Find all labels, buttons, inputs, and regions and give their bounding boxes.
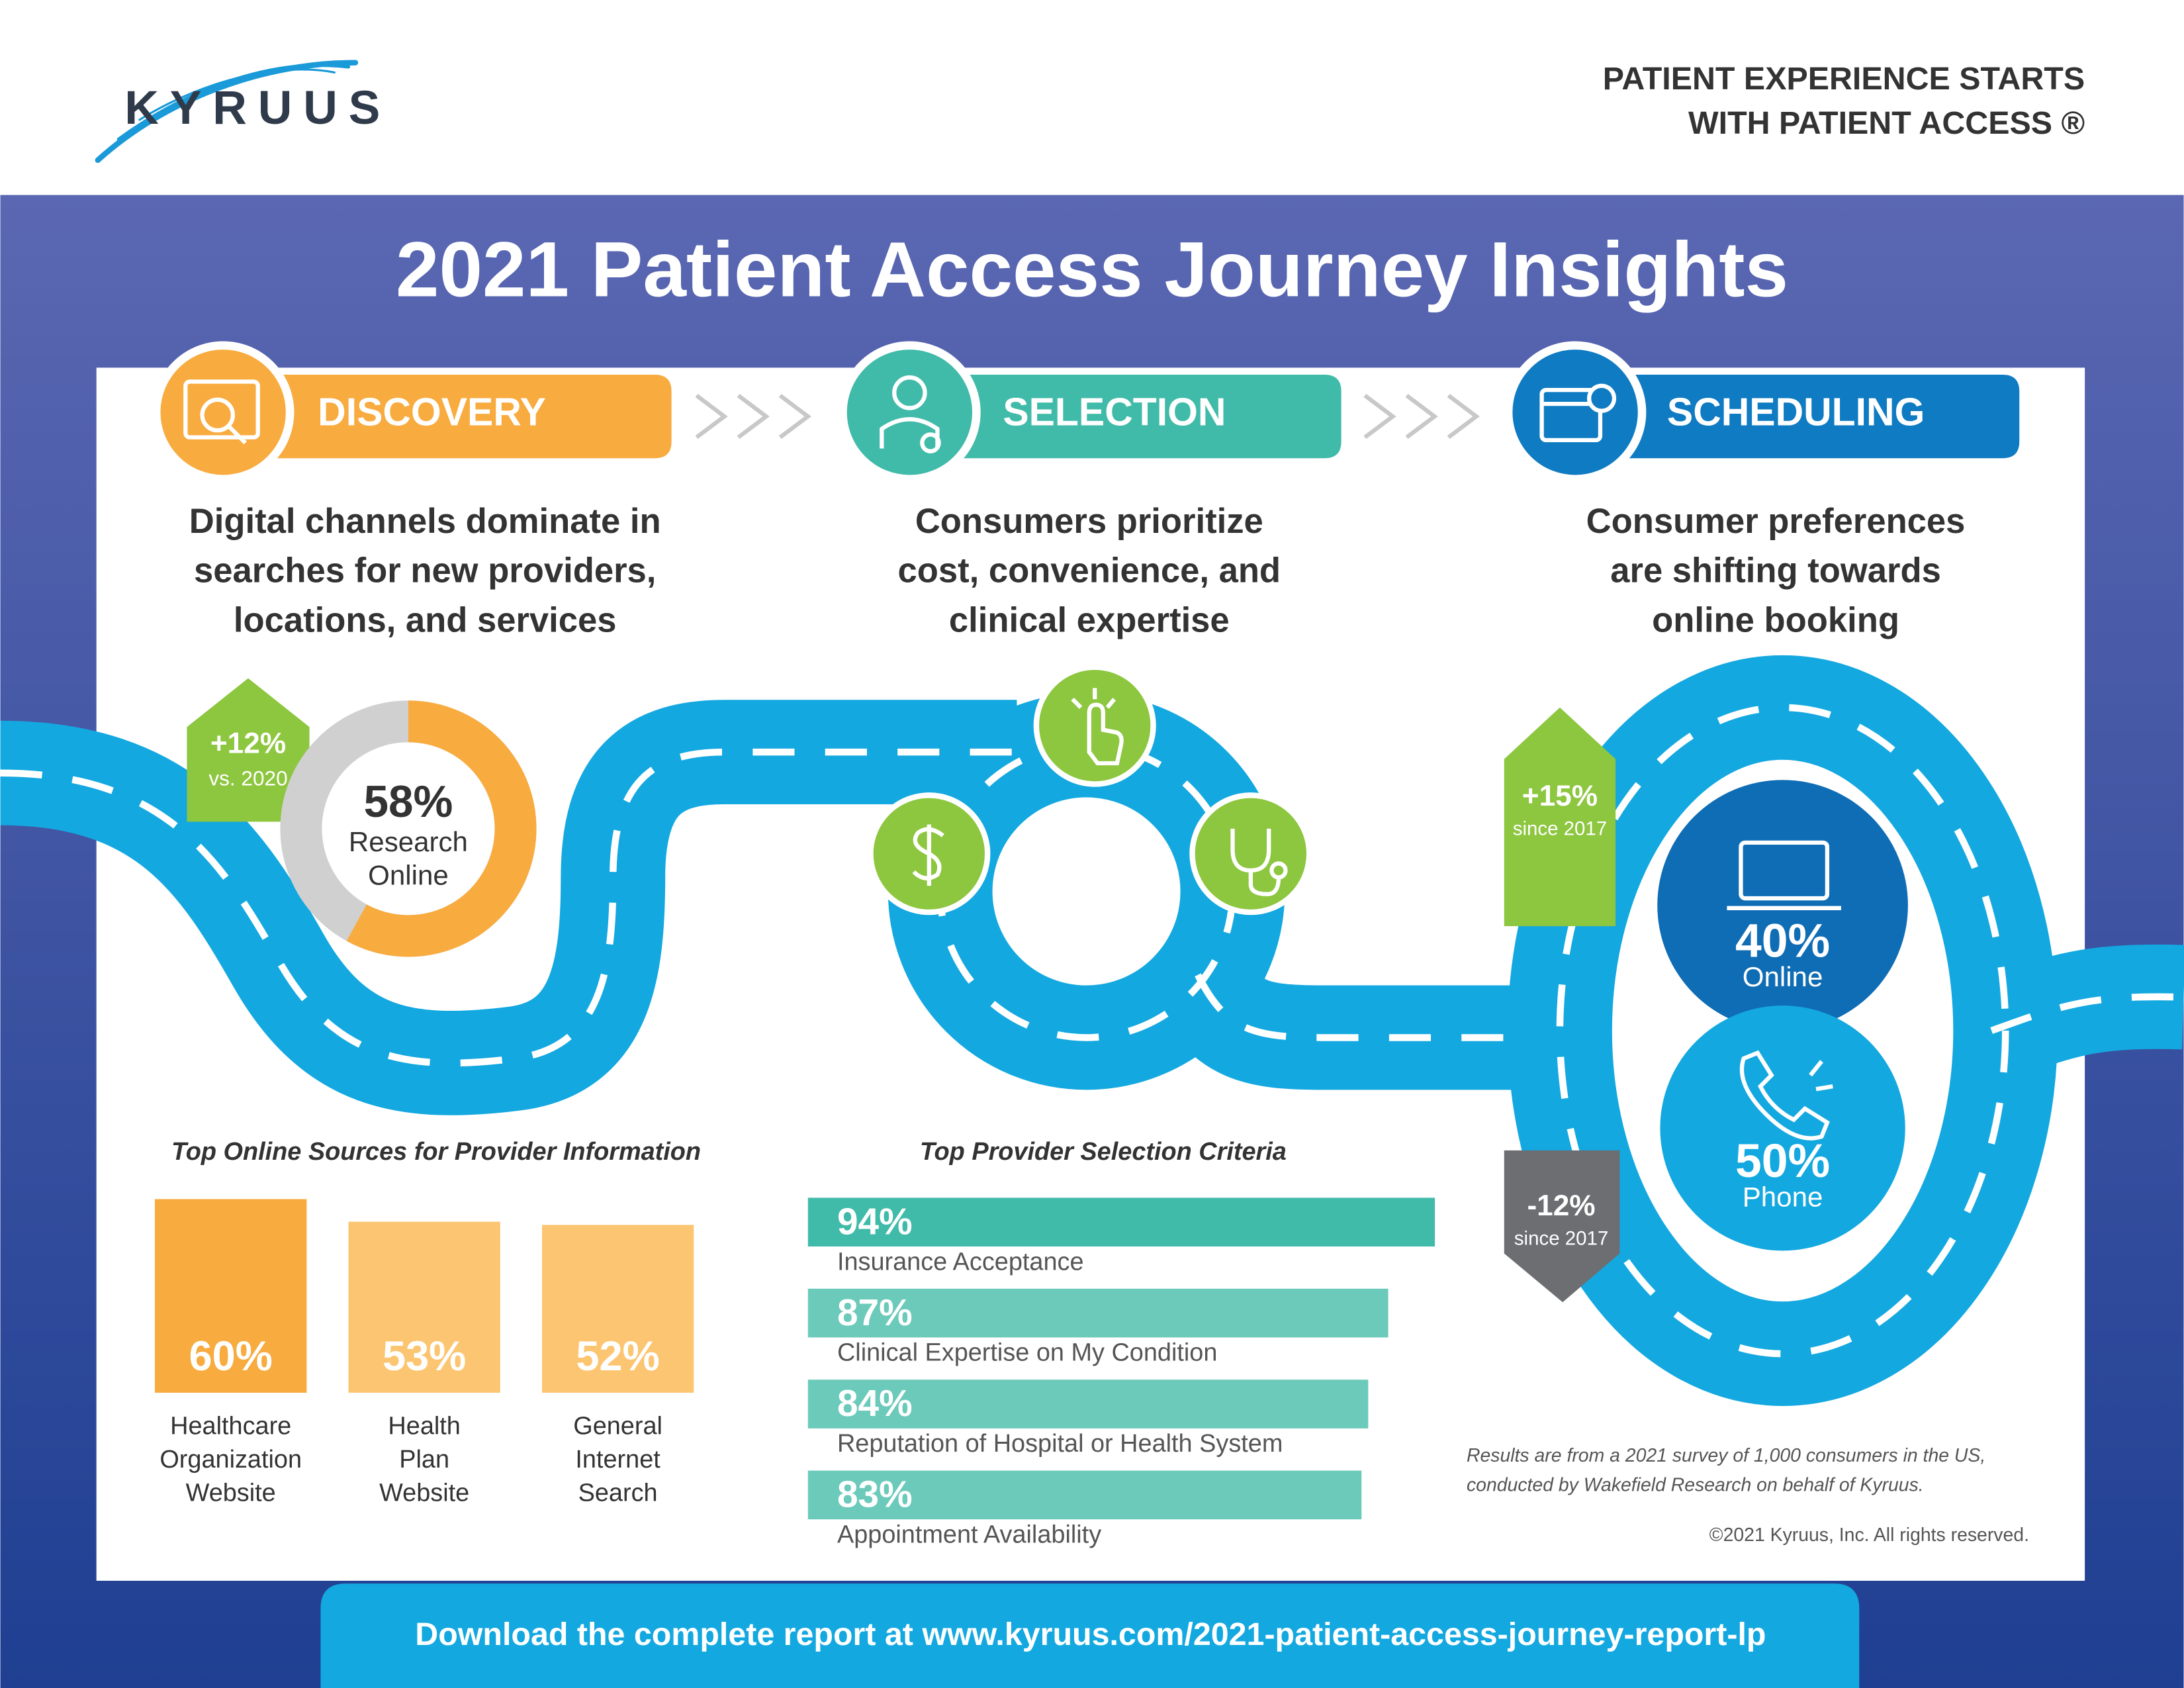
donut-value: 58% (364, 777, 453, 827)
dynamic-layer: DISCOVERY Digital channels dominate in sea… (155, 391, 1966, 1548)
stage-label: SELECTION (1003, 391, 1226, 434)
donut-arc (346, 700, 537, 957)
change-badge (187, 678, 310, 822)
copyright: ©2021 Kyruus, Inc. All rights reserved. (1709, 1524, 2029, 1546)
category-label: Reputation of Hospital or Health System (837, 1430, 1283, 1458)
donut-label: Research (349, 826, 468, 857)
change-note: since 2017 (1514, 1227, 1608, 1249)
phone-icon (1739, 1050, 1833, 1141)
stage-icon (839, 341, 981, 484)
logo: KYRUUS (124, 81, 391, 134)
chart-title: Top Provider Selection Criteria (920, 1138, 1287, 1166)
chart-title: Top Online Sources for Provider Informat… (171, 1138, 701, 1166)
category-label: Internet (575, 1446, 660, 1474)
category-label: Website (186, 1479, 276, 1507)
tagline: WITH PATIENT ACCESS ® (1688, 105, 2085, 141)
category-label: Healthcare (170, 1413, 291, 1440)
bar (807, 1288, 1388, 1338)
headline: Consumer preferences (1586, 502, 1966, 541)
stage-bar (223, 374, 672, 459)
change-note: since 2017 (1513, 818, 1607, 840)
chevrons (695, 394, 1480, 440)
donut-hole (322, 742, 495, 915)
bar-value: 53% (383, 1333, 466, 1380)
category-label: Plan (399, 1446, 449, 1474)
bar (807, 1380, 1369, 1429)
footer-link[interactable]: Download the complete report at www.kyru… (415, 1617, 1766, 1652)
headline: cost, convenience, and (898, 551, 1281, 590)
headline: clinical expertise (949, 600, 1230, 639)
category-label: General (573, 1413, 662, 1440)
header-bg (0, 0, 2184, 195)
online-circle (1657, 780, 1908, 1031)
stat-label: Phone (1743, 1182, 1823, 1213)
category-label: Website (379, 1479, 469, 1507)
headline: online booking (1652, 600, 1899, 639)
change-label: +15% (1522, 780, 1598, 812)
laptop-icon (1727, 840, 1841, 910)
bar (807, 1470, 1362, 1520)
headline: searches for new providers, (194, 551, 656, 590)
change-label: +12% (210, 727, 286, 759)
category-label: Organization (159, 1446, 302, 1474)
doctor-icon (880, 375, 941, 453)
change-badge (1504, 707, 1616, 927)
category-label: Insurance Acceptance (837, 1248, 1084, 1276)
stat-value: 50% (1735, 1135, 1830, 1188)
stat-value: 40% (1735, 914, 1830, 967)
donut-label: Online (368, 860, 449, 891)
bar (155, 1199, 307, 1393)
change-label: -12% (1527, 1190, 1595, 1222)
main-title: 2021 Patient Access Journey Insights (396, 226, 1788, 313)
criteria-icons (868, 664, 1312, 915)
stat-label: Online (1743, 961, 1823, 992)
stage-label: SCHEDULING (1667, 391, 1925, 434)
logo-swoosh (95, 60, 359, 164)
stage-icon (1504, 341, 1647, 484)
stage-label: DISCOVERY (318, 391, 546, 434)
bar-value: 94% (837, 1201, 913, 1243)
bar-value: 60% (189, 1333, 273, 1380)
stage-bar (1575, 374, 2020, 459)
bar-value: 87% (837, 1292, 913, 1334)
category-label: Health (388, 1413, 460, 1440)
calendar-icon (1539, 383, 1617, 443)
change-badge (1504, 1150, 1620, 1303)
category-label: Appointment Availability (837, 1521, 1101, 1548)
headline: are shifting towards (1610, 551, 1941, 590)
stage-bar (909, 374, 1342, 459)
change-note: vs. 2020 (208, 767, 287, 790)
footer-bar[interactable] (320, 1583, 1860, 1688)
stage-icon (152, 341, 295, 484)
category-label: Search (578, 1479, 658, 1507)
footnote: Results are from a 2021 survey of 1,000 … (1467, 1445, 1985, 1466)
headline: locations, and services (234, 600, 617, 639)
bar (541, 1225, 694, 1393)
tagline: PATIENT EXPERIENCE STARTS (1603, 61, 2085, 97)
footnote: conducted by Wakefield Research on behal… (1467, 1474, 1924, 1495)
headline: Digital channels dominate in (189, 502, 661, 541)
bar (348, 1221, 500, 1393)
bar-value: 84% (837, 1383, 913, 1425)
headline: Consumers prioritize (915, 502, 1263, 541)
category-label: Clinical Expertise on My Condition (837, 1339, 1217, 1367)
bar (807, 1197, 1435, 1247)
bar-value: 52% (576, 1333, 659, 1380)
search-icon (183, 379, 260, 445)
bar-value: 83% (837, 1474, 913, 1516)
